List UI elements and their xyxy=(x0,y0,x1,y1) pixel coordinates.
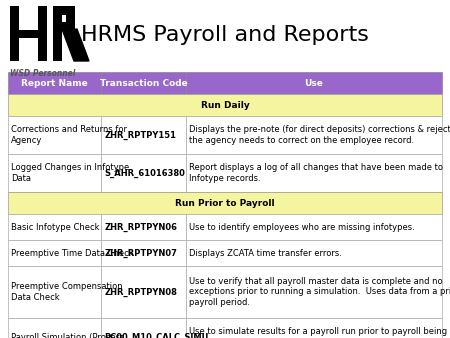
Bar xyxy=(53,6,62,61)
Text: Run Prior to Payroll: Run Prior to Payroll xyxy=(175,198,275,208)
Text: Logged Changes in Infotype
Data: Logged Changes in Infotype Data xyxy=(11,163,129,183)
Bar xyxy=(8,154,101,192)
Bar xyxy=(8,266,101,318)
Bar xyxy=(10,30,47,38)
Bar xyxy=(101,154,186,192)
Text: S_AHR_61016380: S_AHR_61016380 xyxy=(104,168,185,177)
Bar xyxy=(10,6,19,61)
Text: Report displays a log of all changes that have been made to
Infotype records.: Report displays a log of all changes tha… xyxy=(189,163,443,183)
Text: PC00_M10_CALC_SIMU: PC00_M10_CALC_SIMU xyxy=(104,333,209,338)
Text: Displays the pre-note (for direct deposits) corrections & rejects
the agency nee: Displays the pre-note (for direct deposi… xyxy=(189,125,450,145)
Bar xyxy=(8,240,101,266)
Text: Basic Infotype Check: Basic Infotype Check xyxy=(11,222,99,232)
Bar xyxy=(38,6,47,61)
Bar xyxy=(186,116,442,154)
Bar xyxy=(101,318,186,338)
Text: Displays ZCATA time transfer errors.: Displays ZCATA time transfer errors. xyxy=(189,248,342,258)
Bar xyxy=(8,192,442,214)
Text: Report Name: Report Name xyxy=(21,78,88,88)
Text: Preemptive Time Data Check: Preemptive Time Data Check xyxy=(11,248,134,258)
Bar xyxy=(101,72,186,94)
Text: Use: Use xyxy=(305,78,324,88)
Text: Corrections and Returns for
Agency: Corrections and Returns for Agency xyxy=(11,125,127,145)
Bar xyxy=(66,6,75,31)
Bar xyxy=(53,22,75,31)
Bar xyxy=(101,240,186,266)
Bar xyxy=(101,214,186,240)
Bar xyxy=(8,318,101,338)
Text: Use to verify that all payroll master data is complete and no
exceptions prior t: Use to verify that all payroll master da… xyxy=(189,277,450,307)
Bar xyxy=(101,116,186,154)
Bar xyxy=(101,266,186,318)
Text: Preemptive Compensation
Data Check: Preemptive Compensation Data Check xyxy=(11,282,122,302)
Bar xyxy=(186,318,442,338)
Text: Payroll Simulation (Process): Payroll Simulation (Process) xyxy=(11,333,128,338)
Text: Use to simulate results for a payroll run prior to payroll being
run by DOP.: Use to simulate results for a payroll ru… xyxy=(189,327,447,338)
Text: ZHR_RPTPYN08: ZHR_RPTPYN08 xyxy=(104,287,177,296)
Text: Transaction Code: Transaction Code xyxy=(100,78,188,88)
Bar xyxy=(8,94,442,116)
Bar xyxy=(8,214,101,240)
Bar xyxy=(186,154,442,192)
Polygon shape xyxy=(62,29,89,61)
Text: Use to identify employees who are missing infotypes.: Use to identify employees who are missin… xyxy=(189,222,415,232)
Bar xyxy=(53,6,75,15)
Text: ZHR_RPTPYN07: ZHR_RPTPYN07 xyxy=(104,248,177,258)
Text: ZHR_RPTPY151: ZHR_RPTPY151 xyxy=(104,130,176,140)
Bar xyxy=(186,266,442,318)
Text: HRMS Payroll and Reports: HRMS Payroll and Reports xyxy=(81,25,369,45)
Bar xyxy=(186,214,442,240)
Text: ZHR_RPTPYN06: ZHR_RPTPYN06 xyxy=(104,222,177,232)
Bar xyxy=(8,72,101,94)
Text: Run Daily: Run Daily xyxy=(201,100,249,110)
Bar xyxy=(186,240,442,266)
Text: WSD Personnel: WSD Personnel xyxy=(10,69,76,78)
Bar xyxy=(186,72,442,94)
Bar xyxy=(8,116,101,154)
